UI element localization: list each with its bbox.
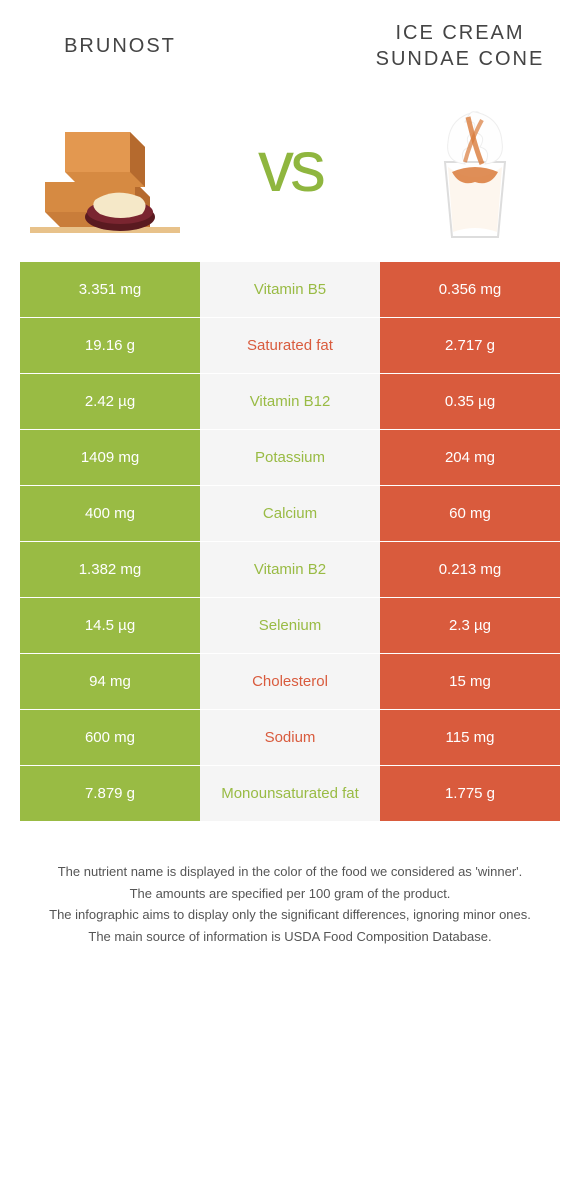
- right-food-title: Ice Cream Sundae Cone: [360, 20, 560, 72]
- left-value: 600 mg: [20, 710, 200, 766]
- right-value: 204 mg: [380, 430, 560, 486]
- left-value: 2.42 µg: [20, 374, 200, 430]
- footnote-line: The nutrient name is displayed in the co…: [30, 862, 550, 882]
- nutrient-label: Vitamin B12: [200, 374, 380, 430]
- table-row: 7.879 gMonounsaturated fat1.775 g: [20, 766, 560, 822]
- right-value: 2.3 µg: [380, 598, 560, 654]
- left-value: 1409 mg: [20, 430, 200, 486]
- left-value: 7.879 g: [20, 766, 200, 822]
- left-value: 94 mg: [20, 654, 200, 710]
- left-value: 14.5 µg: [20, 598, 200, 654]
- table-row: 3.351 mgVitamin B50.356 mg: [20, 262, 560, 318]
- right-food-image: [390, 92, 560, 242]
- left-value: 3.351 mg: [20, 262, 200, 318]
- table-row: 1.382 mgVitamin B20.213 mg: [20, 542, 560, 598]
- right-value: 1.775 g: [380, 766, 560, 822]
- footnote-line: The infographic aims to display only the…: [30, 905, 550, 925]
- sundae-icon: [390, 92, 560, 242]
- right-value: 0.35 µg: [380, 374, 560, 430]
- hero-row: vs: [0, 92, 580, 262]
- nutrient-label: Vitamin B2: [200, 542, 380, 598]
- right-food-header: Ice Cream Sundae Cone: [360, 20, 560, 82]
- nutrient-label: Calcium: [200, 486, 380, 542]
- brunost-icon: [20, 92, 190, 242]
- left-food-title: Brunost: [20, 33, 220, 59]
- nutrient-label: Saturated fat: [200, 318, 380, 374]
- table-row: 600 mgSodium115 mg: [20, 710, 560, 766]
- nutrient-label: Monounsaturated fat: [200, 766, 380, 822]
- right-value: 60 mg: [380, 486, 560, 542]
- nutrient-table: 3.351 mgVitamin B50.356 mg19.16 gSaturat…: [20, 262, 560, 822]
- table-row: 14.5 µgSelenium2.3 µg: [20, 598, 560, 654]
- right-value: 0.356 mg: [380, 262, 560, 318]
- table-row: 94 mgCholesterol15 mg: [20, 654, 560, 710]
- right-value: 15 mg: [380, 654, 560, 710]
- left-food-header: Brunost: [20, 33, 220, 69]
- nutrient-label: Potassium: [200, 430, 380, 486]
- right-value: 115 mg: [380, 710, 560, 766]
- left-value: 400 mg: [20, 486, 200, 542]
- nutrient-label: Sodium: [200, 710, 380, 766]
- footnote-line: The amounts are specified per 100 gram o…: [30, 884, 550, 904]
- right-value: 0.213 mg: [380, 542, 560, 598]
- nutrient-label: Cholesterol: [200, 654, 380, 710]
- footnotes: The nutrient name is displayed in the co…: [30, 862, 550, 946]
- header-titles: Brunost Ice Cream Sundae Cone: [0, 0, 580, 92]
- footnote-line: The main source of information is USDA F…: [30, 927, 550, 947]
- left-value: 1.382 mg: [20, 542, 200, 598]
- vs-label: vs: [258, 126, 322, 208]
- left-food-image: [20, 92, 190, 242]
- nutrient-label: Selenium: [200, 598, 380, 654]
- table-row: 400 mgCalcium60 mg: [20, 486, 560, 542]
- table-row: 19.16 gSaturated fat2.717 g: [20, 318, 560, 374]
- table-row: 1409 mgPotassium204 mg: [20, 430, 560, 486]
- left-value: 19.16 g: [20, 318, 200, 374]
- right-value: 2.717 g: [380, 318, 560, 374]
- nutrient-label: Vitamin B5: [200, 262, 380, 318]
- table-row: 2.42 µgVitamin B120.35 µg: [20, 374, 560, 430]
